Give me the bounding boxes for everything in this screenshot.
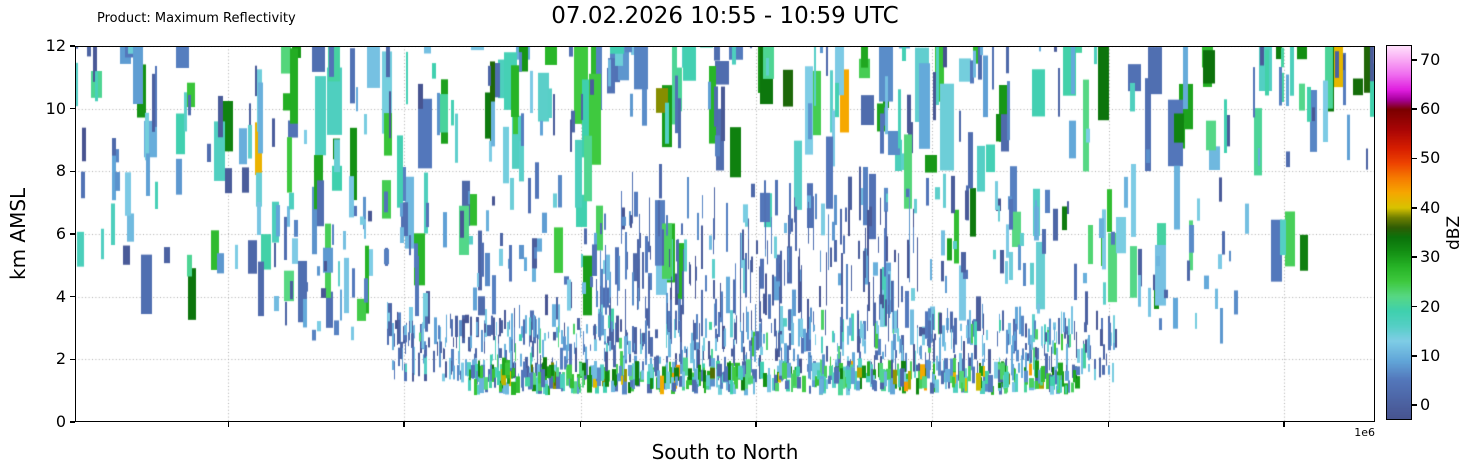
- y-tick-mark: [70, 107, 75, 110]
- colorbar-tick-label: 70: [1420, 49, 1441, 69]
- y-tick-mark: [70, 45, 75, 47]
- x-tick-mark: [579, 422, 582, 427]
- colorbar-tick-label: 60: [1420, 99, 1441, 119]
- colorbar-tick-label: 0: [1420, 395, 1431, 415]
- colorbar-tick-label: 30: [1420, 247, 1441, 267]
- chart-title: 07.02.2026 10:55 - 10:59 UTC: [551, 3, 899, 29]
- y-tick-label: 8: [55, 161, 66, 181]
- colorbar-tick-label: 40: [1420, 197, 1441, 217]
- colorbar-tick-mark: [1412, 355, 1417, 357]
- colorbar-tick-mark: [1412, 256, 1417, 258]
- y-tick-label: 2: [55, 349, 66, 369]
- colorbar-tick-mark: [1412, 108, 1417, 110]
- x-tick-mark: [930, 422, 933, 427]
- radar-plot-canvas: [75, 46, 1375, 422]
- colorbar-canvas: [1386, 45, 1412, 420]
- y-tick-label: 0: [55, 412, 66, 431]
- colorbar-label: dBZ: [1444, 215, 1464, 250]
- colorbar-tick-mark: [1412, 404, 1417, 406]
- y-tick-mark: [70, 421, 75, 423]
- x-axis-label: South to North: [651, 440, 799, 464]
- x-tick-mark: [755, 422, 757, 427]
- product-label: Product: Maximum Reflectivity: [97, 11, 296, 26]
- x-tick-mark: [1107, 422, 1110, 427]
- y-tick-label: 6: [55, 224, 66, 243]
- y-tick-label: 4: [55, 286, 66, 306]
- y-tick-mark: [70, 170, 75, 173]
- colorbar-tick-mark: [1412, 157, 1417, 160]
- colorbar-tick-label: 50: [1420, 148, 1441, 168]
- colorbar-tick-mark: [1412, 207, 1417, 209]
- x-tick-mark: [1283, 422, 1285, 427]
- y-tick-mark: [70, 358, 75, 361]
- colorbar-tick-mark: [1412, 59, 1417, 61]
- y-tick-mark: [70, 233, 75, 235]
- x-tick-mark: [227, 422, 230, 427]
- y-tick-label: 10: [45, 98, 66, 118]
- colorbar-tick-label: 10: [1420, 345, 1441, 365]
- colorbar-tick-label: 20: [1420, 296, 1441, 316]
- x-tick-mark: [403, 422, 405, 427]
- y-tick-label: 12: [45, 36, 66, 55]
- y-tick-mark: [70, 295, 75, 298]
- x-axis-offset-label: 1e6: [1354, 426, 1375, 439]
- colorbar-tick-mark: [1412, 305, 1417, 308]
